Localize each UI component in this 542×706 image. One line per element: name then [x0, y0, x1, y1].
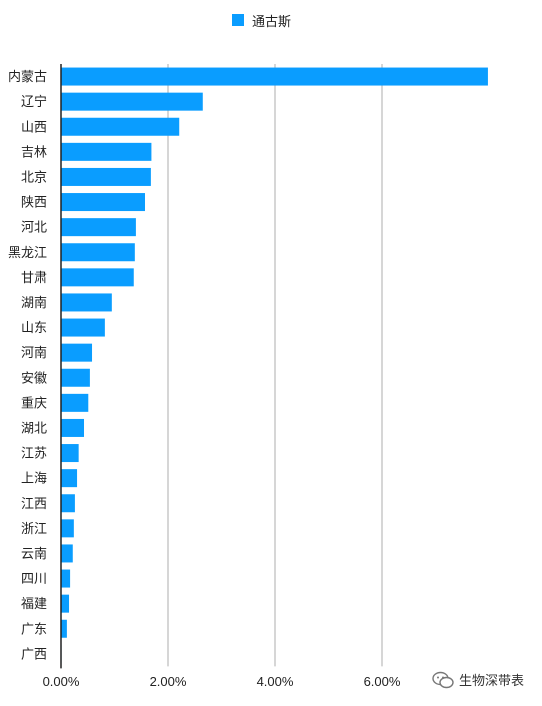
legend-label: 通古斯 — [252, 13, 292, 29]
x-tick-label-3: 6.00% — [364, 674, 401, 689]
category-labels: 内蒙古辽宁山西吉林北京陕西河北黑龙江甘肃湖南山东河南安徽重庆湖北江苏上海江西浙江… — [8, 69, 47, 662]
category-label-14: 湖北 — [21, 421, 47, 436]
category-label-16: 上海 — [21, 472, 47, 487]
category-label-4: 北京 — [21, 170, 47, 185]
x-tick-label-0: 0.00% — [43, 674, 80, 689]
bar-0 — [61, 67, 488, 86]
bar-14 — [61, 418, 85, 437]
category-label-0: 内蒙古 — [8, 69, 47, 85]
category-label-11: 河南 — [21, 345, 47, 361]
bar-7 — [61, 243, 135, 262]
category-label-9: 湖南 — [21, 295, 47, 311]
legend: 通古斯 — [232, 11, 291, 29]
bar-5 — [61, 193, 145, 212]
category-label-1: 辽宁 — [21, 94, 47, 110]
bar-6 — [61, 218, 136, 237]
bar-3 — [61, 142, 152, 161]
category-label-3: 吉林 — [21, 145, 47, 160]
bar-8 — [61, 268, 134, 287]
category-label-19: 云南 — [21, 546, 47, 562]
category-label-8: 甘肃 — [21, 271, 47, 286]
bar-17 — [61, 494, 75, 513]
bar-16 — [61, 469, 78, 488]
category-label-6: 河北 — [21, 221, 47, 236]
bar-22 — [61, 619, 67, 638]
category-label-13: 重庆 — [21, 395, 47, 411]
x-tick-label-2: 4.00% — [257, 674, 294, 689]
bar-19 — [61, 544, 73, 563]
bar-10 — [61, 318, 105, 337]
category-label-5: 陕西 — [21, 196, 47, 211]
bar-9 — [61, 293, 112, 312]
category-label-7: 黑龙江 — [8, 246, 47, 261]
category-label-22: 广东 — [21, 622, 47, 637]
x-tick-labels: 0.00% 2.00% 4.00% 6.00% — [43, 674, 401, 689]
bars — [61, 67, 488, 663]
category-label-23: 广西 — [21, 647, 47, 662]
bar-20 — [61, 569, 71, 588]
category-label-20: 四川 — [21, 572, 47, 587]
bar-2 — [61, 117, 180, 136]
category-label-12: 安徽 — [21, 371, 47, 386]
bar-4 — [61, 167, 151, 186]
bar-21 — [61, 594, 70, 613]
grid-lines — [167, 64, 383, 667]
bar-12 — [61, 368, 90, 387]
bar-1 — [61, 92, 203, 111]
category-label-2: 山西 — [21, 120, 47, 135]
bar-18 — [61, 519, 74, 538]
x-tick-label-1: 2.00% — [150, 674, 187, 689]
bar-13 — [61, 393, 89, 412]
wechat-icon — [432, 671, 454, 688]
bar-11 — [61, 343, 93, 362]
category-label-17: 江西 — [21, 497, 47, 512]
legend-swatch — [232, 14, 244, 26]
category-label-15: 江苏 — [21, 446, 47, 462]
bar-15 — [61, 444, 79, 463]
watermark: 生物深带表 — [432, 670, 524, 689]
category-label-18: 浙江 — [21, 522, 47, 537]
category-label-21: 福建 — [21, 597, 47, 612]
watermark-text: 生物深带表 — [459, 673, 525, 688]
category-label-10: 山东 — [21, 321, 47, 336]
